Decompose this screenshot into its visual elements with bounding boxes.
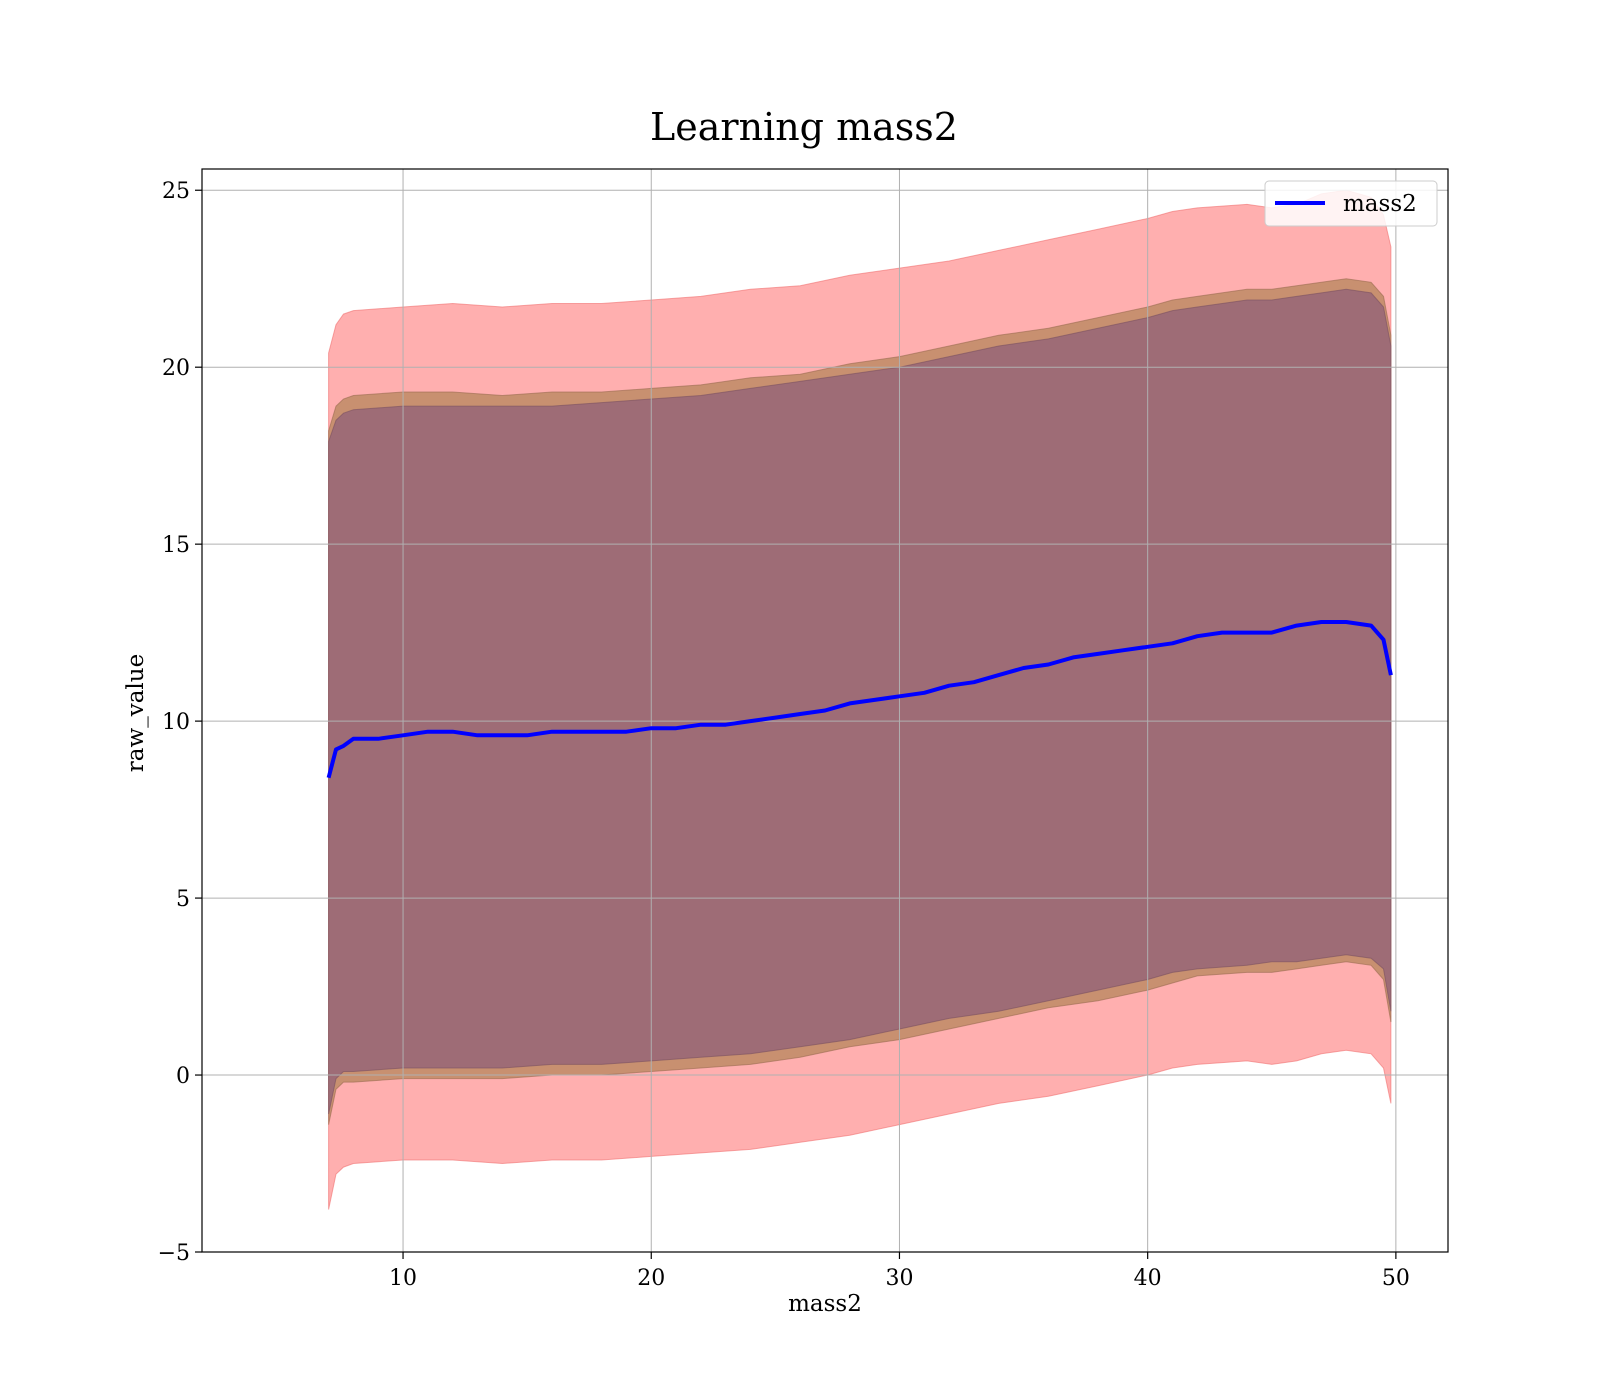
y-axis: −5 0 5 10 15 20 25 [158,179,202,1266]
plot-frame [201,168,1449,1253]
x-tick-label: 40 [1134,1266,1162,1291]
y-tick-label: −5 [158,1241,190,1266]
legend-label: mass2 [1343,191,1417,217]
line-layer [326,620,1393,779]
x-axis: 10 20 30 40 50 [389,1252,1410,1291]
y-axis-title: raw_value [123,654,149,772]
legend-box [1264,180,1438,227]
x-tick-label: 30 [885,1266,913,1291]
y-tick-label: 0 [176,1064,190,1089]
y-tick-label: 10 [162,710,190,735]
x-axis-title: mass2 [788,1291,862,1317]
chart-title: Learning mass2 [650,105,958,149]
y-tick-label: 25 [162,179,190,204]
bands-layer [328,189,1392,1210]
x-tick-label: 10 [389,1266,417,1291]
x-tick-label: 20 [637,1266,665,1291]
y-tick-label: 15 [162,533,190,558]
y-tick-label: 20 [162,356,190,381]
series-line-mass2 [326,620,1393,779]
x-tick-label: 50 [1382,1266,1410,1291]
y-tick-label: 5 [176,887,190,912]
legend: mass2 [1264,180,1438,227]
